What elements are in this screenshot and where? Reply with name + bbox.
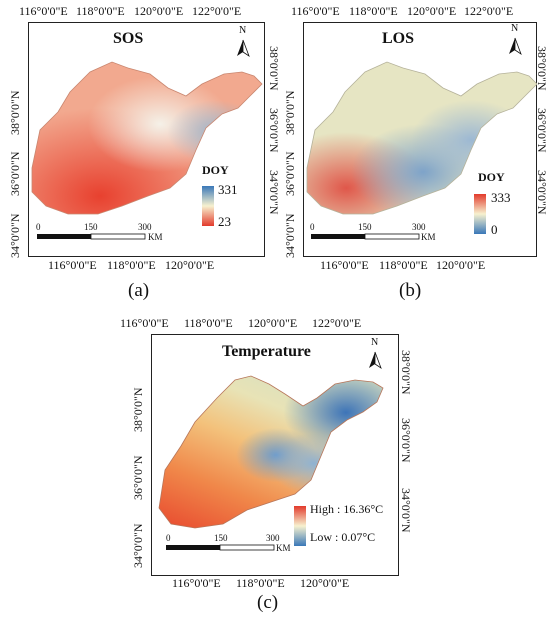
top-lon-tick: 118°0'0"E	[184, 316, 233, 330]
panel-caption: (c)	[257, 592, 279, 613]
bottom-lon-tick: 118°0'0"E	[236, 576, 285, 590]
north-arrow-icon	[369, 351, 382, 370]
scale-label: 300	[138, 222, 152, 232]
legend-max: High : 16.36°C	[310, 502, 384, 516]
top-lon-tick: 120°0'0"E	[407, 4, 457, 18]
bottom-lon-tick: 116°0'0"E	[172, 576, 221, 590]
los-map-graphic	[306, 37, 538, 240]
legend-colorbar	[474, 194, 486, 234]
legend-min: Low : 0.07°C	[310, 530, 376, 544]
legend-min: 23	[218, 214, 231, 229]
bottom-lon-tick: 120°0'0"E	[300, 576, 350, 590]
legend-colorbar	[294, 506, 306, 546]
scale-label: 150	[84, 222, 98, 232]
north-arrow-icon	[237, 39, 250, 58]
scale-label: 300	[412, 222, 426, 232]
top-lon-tick: 122°0'0"E	[192, 4, 242, 18]
north-label: N	[239, 25, 247, 36]
scale-label: 0	[36, 222, 41, 232]
map-panel-temperature: 116°0'0"E 118°0'0"E 120°0'0"E 122°0'0"E …	[120, 310, 415, 619]
bottom-lon-tick: 120°0'0"E	[165, 258, 215, 272]
scale-bar	[166, 544, 275, 551]
scale-label: 300	[266, 533, 280, 543]
top-lon-tick: 118°0'0"E	[349, 4, 398, 18]
bottom-lon-tick: 116°0'0"E	[320, 258, 369, 272]
scale-label: 0	[310, 222, 315, 232]
scale-bar	[37, 233, 146, 240]
north-arrow-icon	[509, 37, 522, 56]
top-lon-tick: 120°0'0"E	[248, 316, 298, 330]
top-lon-tick: 116°0'0"E	[291, 4, 340, 18]
north-label: N	[371, 337, 379, 348]
map-title: SOS	[113, 30, 144, 47]
panel-caption: (b)	[399, 280, 422, 301]
top-lon-tick: 120°0'0"E	[134, 4, 184, 18]
panel-caption: (a)	[128, 280, 150, 301]
bottom-lon-tick: 118°0'0"E	[379, 258, 428, 272]
north-label: N	[511, 23, 519, 34]
scale-label: 0	[166, 533, 171, 543]
temperature-map-graphic	[158, 351, 384, 551]
legend-title: DOY	[478, 170, 505, 184]
scale-label: 150	[358, 222, 372, 232]
map-title: Temperature	[222, 343, 311, 360]
bottom-lon-tick: 118°0'0"E	[107, 258, 156, 272]
map-title: LOS	[382, 30, 415, 47]
top-lon-tick: 116°0'0"E	[19, 4, 68, 18]
map-panel-sos: 116°0'0"E 118°0'0"E 120°0'0"E 122°0'0"E …	[0, 0, 281, 310]
map-panel-los: 116°0'0"E 118°0'0"E 120°0'0"E 122°0'0"E …	[275, 0, 550, 310]
scale-unit: KM	[421, 232, 436, 242]
scale-label: 150	[214, 533, 228, 543]
top-lon-tick: 116°0'0"E	[120, 316, 169, 330]
top-lon-tick: 122°0'0"E	[464, 4, 514, 18]
bottom-lon-tick: 120°0'0"E	[436, 258, 486, 272]
legend-title: DOY	[202, 163, 229, 177]
legend-max: 333	[491, 190, 511, 205]
sos-map-graphic	[31, 39, 263, 240]
scale-unit: KM	[148, 232, 163, 242]
legend-colorbar	[202, 186, 214, 226]
bottom-lon-tick: 116°0'0"E	[48, 258, 97, 272]
legend-min: 0	[491, 222, 498, 237]
scale-bar	[311, 233, 420, 240]
top-lon-tick: 118°0'0"E	[76, 4, 125, 18]
top-lon-tick: 122°0'0"E	[312, 316, 362, 330]
scale-unit: KM	[276, 543, 291, 553]
legend-max: 331	[218, 182, 238, 197]
